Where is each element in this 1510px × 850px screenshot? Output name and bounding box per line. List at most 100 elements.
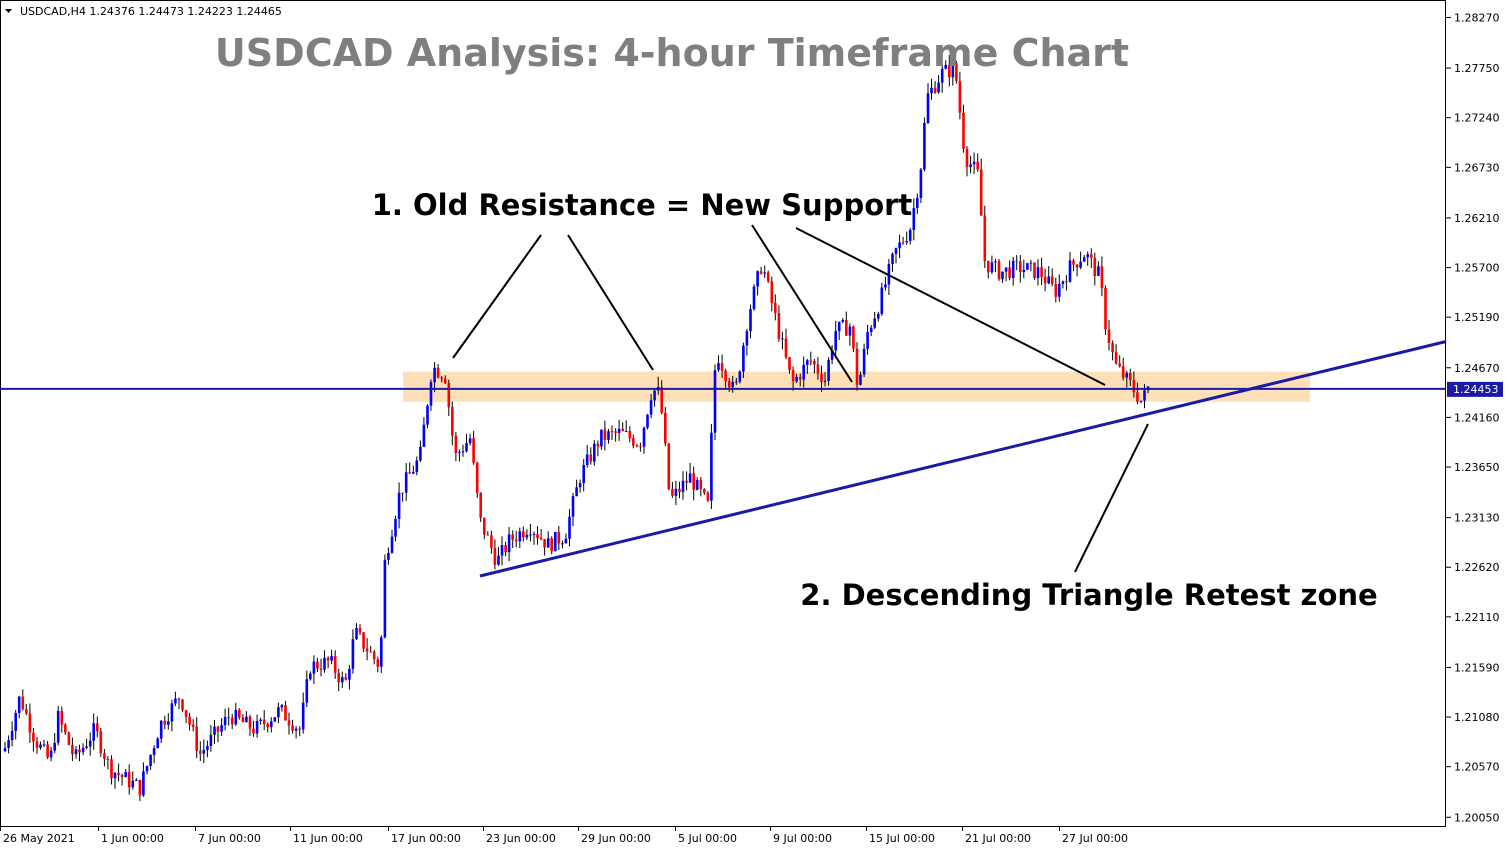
candle-bear <box>337 672 340 683</box>
candle-bear <box>96 723 99 732</box>
candle-bear <box>543 539 546 548</box>
candle-bear <box>1050 276 1054 285</box>
candle-bull <box>912 208 916 230</box>
candle-bear <box>976 161 979 170</box>
candle-bear <box>1090 254 1093 258</box>
candle-bull <box>348 668 351 680</box>
candle-bull <box>866 332 869 349</box>
candle-bear <box>32 732 35 742</box>
candle-bear <box>436 367 440 378</box>
candle-bull <box>255 721 259 734</box>
candle-bull <box>653 390 656 401</box>
x-tick-label: 23 Jun 00:00 <box>486 832 556 845</box>
candle-bear <box>127 771 131 788</box>
candle-bear <box>965 148 969 168</box>
candle-bull <box>756 271 759 287</box>
candle-bear <box>64 724 67 733</box>
candle-bull <box>738 371 742 382</box>
candle-bear <box>816 364 820 374</box>
candle-bear <box>110 759 113 779</box>
candle-bear <box>596 443 600 447</box>
candle-bull <box>1022 269 1026 272</box>
candle-bear <box>120 775 124 778</box>
candle-bear <box>184 710 188 717</box>
candle-bull <box>223 717 227 726</box>
candle-bear <box>706 492 710 501</box>
y-tick-label: 1.28270 <box>1454 12 1500 25</box>
candle-bear <box>671 489 674 496</box>
candle-bull <box>951 63 955 78</box>
candle-bull <box>823 380 827 382</box>
candle-bull <box>380 637 383 667</box>
candle-bull <box>312 661 316 674</box>
candle-bull <box>426 405 429 425</box>
candle-bear <box>699 480 703 490</box>
candle-bull <box>930 87 933 94</box>
current-price-tag-text: 1.24453 <box>1453 383 1499 396</box>
plot-border <box>0 0 1446 827</box>
candle-bull <box>170 703 174 722</box>
candle-bear <box>852 326 855 349</box>
candle-bear <box>191 724 195 727</box>
candle-bear <box>241 717 245 723</box>
candle-bull <box>923 122 926 170</box>
candle-bear <box>252 728 255 734</box>
candle-bull <box>1068 260 1072 282</box>
candle-bear <box>614 431 617 433</box>
candle-bear <box>440 377 443 379</box>
candle-bull <box>135 779 138 781</box>
candle-bear <box>195 726 198 751</box>
candle-bear <box>1008 267 1011 278</box>
candle-bull <box>465 443 468 452</box>
candle-bear <box>1065 281 1068 283</box>
candle-bear <box>472 438 475 463</box>
candle-bull <box>305 679 309 703</box>
candle-bull <box>546 538 550 548</box>
candle-bull <box>646 414 649 428</box>
candle-bull <box>88 740 92 747</box>
candle-bull <box>341 677 344 683</box>
candle-bull <box>7 740 10 748</box>
pointer-line-3 <box>751 224 853 383</box>
y-tick-label: 1.21590 <box>1454 661 1500 674</box>
y-tick-label: 1.22110 <box>1454 611 1500 624</box>
x-tick-label: 11 Jun 00:00 <box>293 832 363 845</box>
candle-bull <box>674 488 678 496</box>
candle-bear <box>979 169 983 216</box>
candle-bear <box>791 370 795 382</box>
candle-bull <box>585 454 589 466</box>
pointer-line-5 <box>1074 423 1149 573</box>
candle-bear <box>177 698 181 700</box>
x-tick-label: 17 Jun 00:00 <box>391 832 461 845</box>
candle-bull <box>827 359 830 381</box>
x-tick-label: 27 Jul 00:00 <box>1062 832 1128 845</box>
candle-bull <box>1029 262 1033 264</box>
dropdown-arrow-icon[interactable] <box>5 9 12 13</box>
pointer-line-2 <box>567 234 654 371</box>
candle-bull <box>1061 281 1065 284</box>
candle-bull <box>525 534 529 538</box>
candle-bear <box>667 443 671 490</box>
candle-bull <box>429 382 433 406</box>
candle-bear <box>703 489 706 493</box>
y-tick-label: 1.26210 <box>1454 212 1500 225</box>
y-tick-label: 1.20050 <box>1454 811 1500 824</box>
candle-bull <box>1079 261 1082 268</box>
candle-bear <box>1093 257 1097 276</box>
candle-bull <box>834 331 837 351</box>
candle-bull <box>383 559 387 638</box>
candle-bull <box>461 451 465 453</box>
candle-bear <box>319 668 323 670</box>
x-tick-label: 21 Jul 00:00 <box>965 832 1031 845</box>
candle-bear <box>230 717 234 725</box>
candle-bull <box>940 68 944 83</box>
candle-bull <box>898 242 901 249</box>
y-tick-label: 1.22620 <box>1454 561 1500 574</box>
candle-bear <box>493 547 497 565</box>
pointer-line-1 <box>452 234 542 359</box>
candle-bull <box>1036 267 1040 278</box>
candle-bear <box>199 751 202 754</box>
candle-bear <box>344 677 348 680</box>
candle-bull <box>781 338 784 340</box>
candle-bear <box>316 661 319 669</box>
